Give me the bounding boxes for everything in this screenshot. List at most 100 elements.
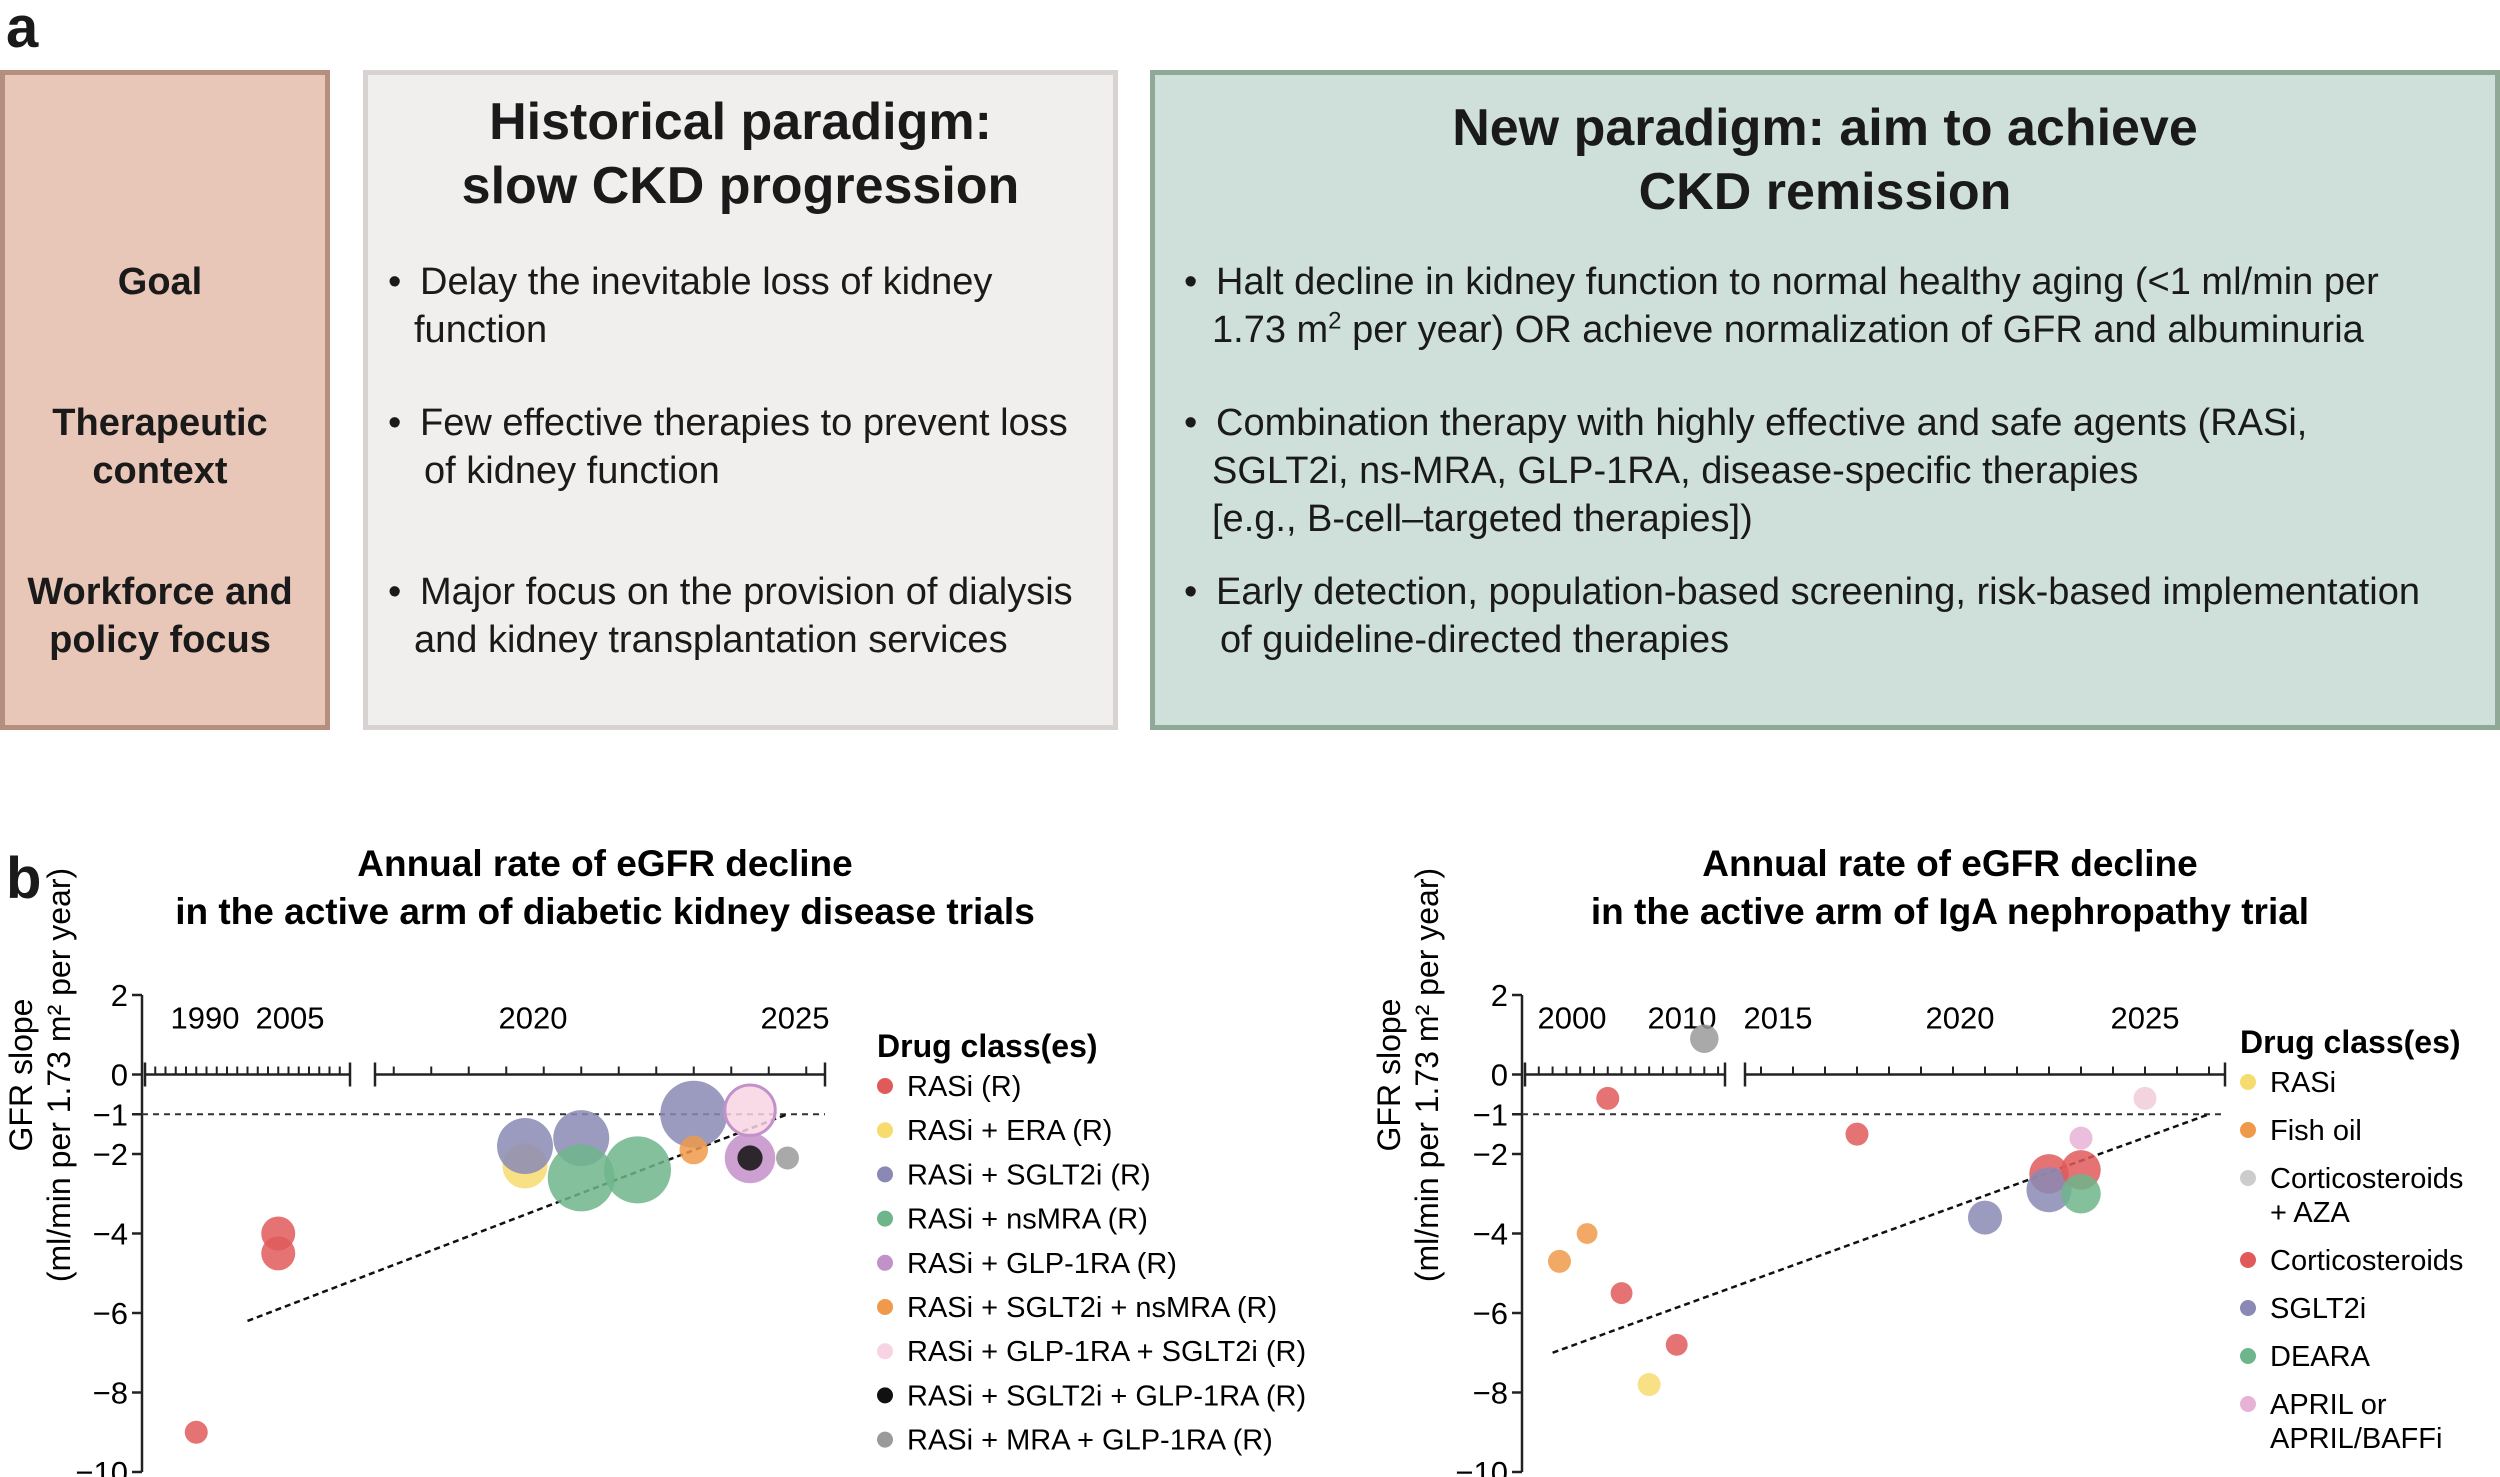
chart1-title-line2: in the active arm of diabetic kidney dis… — [175, 891, 1035, 932]
label-therapeutic-context: Therapeutic context — [0, 399, 320, 495]
data-point — [660, 1080, 728, 1148]
y-tick-label: −8 — [93, 1376, 128, 1411]
chart1-points — [184, 1080, 799, 1444]
x-year-label: 2025 — [761, 1001, 830, 1036]
new-paradigm-title: New paradigm: aim to achieve CKD remissi… — [1155, 96, 2495, 224]
superscript-2: 2 — [1328, 307, 1342, 335]
new-title-line1: New paradigm: aim to achieve — [1452, 99, 2198, 157]
historical-goal-line1: Delay the inevitable loss of kidney — [420, 261, 993, 303]
legend-title: Drug class(es) — [877, 1028, 1098, 1064]
data-point — [497, 1118, 553, 1175]
x-year-label: 2015 — [1744, 1001, 1813, 1036]
new-work-line1: Early detection, population-based screen… — [1216, 571, 2421, 613]
new-goal-line2: 1.73 m2 per year) OR achieve normalizati… — [1188, 306, 2488, 354]
chart2-legend: Drug class(es) RASi Fish oil Corticosteroid… — [2240, 1024, 2463, 1455]
data-point — [1665, 1333, 1688, 1356]
legend-label: SGLT2i — [2270, 1293, 2366, 1325]
data-point — [184, 1420, 208, 1444]
historical-paradigm-box — [363, 70, 1118, 730]
legend-label: RASi + SGLT2i + nsMRA (R) — [907, 1292, 1277, 1324]
legend-label: RASi (R) — [907, 1071, 1021, 1103]
new-goal-line1: Halt decline in kidney function to norma… — [1216, 261, 2379, 303]
bullet-dot: • — [1184, 402, 1198, 444]
historical-goal-line2: function — [414, 309, 548, 351]
x-year-label: 2005 — [256, 1001, 325, 1036]
new-ther-line3: [e.g., B-cell–targeted therapies]) — [1212, 498, 1753, 540]
y-tick-label: 0 — [111, 1058, 128, 1093]
data-point — [1845, 1122, 1869, 1146]
data-point — [1596, 1086, 1620, 1110]
label-workforce-line2: policy focus — [49, 619, 271, 661]
legend-marker — [2240, 1396, 2256, 1412]
row-labels-box — [0, 70, 330, 730]
legend-marker — [877, 1210, 893, 1227]
x-year-label: 2020 — [499, 1001, 568, 1036]
label-therapeutic-line2: context — [92, 450, 228, 492]
legend-label: RASi + MRA + GLP-1RA (R) — [907, 1425, 1273, 1457]
data-point — [1690, 1024, 1719, 1053]
new-work-line2: of guideline-directed therapies — [1220, 619, 1730, 661]
chart1-axes: 2 0 −1 −2 −4 −6 −8 −10 1990 2005 2020 2025 — [75, 978, 829, 1477]
label-workforce-policy: Workforce and policy focus — [0, 568, 320, 664]
chart1-ylabel-line2: (ml/min per 1.73 m² per year) — [41, 868, 77, 1282]
legend-marker — [877, 1299, 893, 1315]
legend-title: Drug class(es) — [2240, 1024, 2461, 1060]
new-goal-line2-b: per year) OR achieve normalization of GF… — [1341, 309, 2364, 351]
bullet-dot: • — [1184, 571, 1198, 613]
legend-label: RASi + GLP-1RA + SGLT2i (R) — [907, 1336, 1306, 1368]
legend-marker — [2240, 1348, 2256, 1364]
historical-title-line2: slow CKD progression — [461, 157, 1020, 215]
historical-ther-line2: of kidney function — [424, 450, 720, 492]
legend-marker — [877, 1343, 893, 1360]
label-workforce-line1: Workforce and — [27, 571, 293, 613]
legend-marker — [2240, 1170, 2256, 1186]
data-point — [776, 1146, 799, 1170]
igan-chart: Annual rate of eGFR decline in the activ… — [1371, 843, 2463, 1477]
legend-marker — [2240, 1122, 2256, 1138]
y-tick-label: 0 — [1491, 1058, 1508, 1093]
chart1-legend: Drug class(es) RASi (R) RASi + ERA (R) RASi… — [877, 1028, 1306, 1457]
data-point — [2133, 1086, 2157, 1110]
y-tick-label: −1 — [1473, 1097, 1508, 1132]
bullet-dot: • — [388, 402, 402, 444]
historical-ther-line1: Few effective therapies to prevent loss — [420, 402, 1068, 444]
x-year-label: 2020 — [1926, 1001, 1995, 1036]
panel-letter-b: b — [6, 846, 42, 911]
new-goal-line2-a: 1.73 m — [1212, 309, 1329, 351]
data-point — [261, 1236, 296, 1271]
trend-line — [1552, 1113, 2210, 1354]
y-tick-label: −6 — [93, 1296, 128, 1331]
legend-label: RASi + SGLT2i (R) — [907, 1159, 1151, 1191]
y-tick-label: −2 — [93, 1137, 128, 1172]
bullet-dot: • — [1184, 261, 1198, 303]
y-tick-label: −10 — [75, 1455, 128, 1477]
legend-label: DEARA — [2270, 1341, 2371, 1373]
historical-work-line2: and kidney transplantation services — [414, 619, 1008, 661]
chart2-ylabel-line1: GFR slope — [1371, 999, 1407, 1152]
legend-marker — [877, 1254, 893, 1271]
new-goal-bullet: • Halt decline in kidney function to nor… — [1184, 258, 2488, 354]
chart2-points — [1547, 1024, 2157, 1397]
y-tick-label: −4 — [93, 1217, 128, 1252]
historical-title-line1: Historical paradigm: — [489, 93, 992, 151]
historical-workforce-bullet: • Major focus on the provision of dialys… — [388, 568, 1112, 664]
legend-marker — [2240, 1074, 2256, 1090]
y-tick-label: −6 — [1473, 1296, 1508, 1331]
legend-marker — [877, 1078, 893, 1094]
y-tick-label: −2 — [1473, 1137, 1508, 1172]
x-year-label: 1990 — [171, 1001, 240, 1036]
data-point — [737, 1145, 763, 1171]
data-point — [1637, 1373, 1661, 1397]
y-tick-label: 2 — [111, 978, 128, 1013]
data-point — [1968, 1200, 2002, 1235]
chart2-title-line1: Annual rate of eGFR decline — [1702, 843, 2197, 884]
label-goal: Goal — [117, 261, 203, 303]
data-point — [604, 1136, 671, 1204]
chart2-title-line2: in the active arm of IgA nephropathy tri… — [1591, 891, 2309, 932]
legend-label: RASi + ERA (R) — [907, 1115, 1112, 1147]
legend-marker — [877, 1387, 893, 1404]
x-year-label: 2000 — [1538, 1001, 1607, 1036]
historical-goal-bullet: • Delay the inevitable loss of kidney fu… — [388, 258, 1112, 354]
label-therapeutic-line1: Therapeutic — [52, 402, 268, 444]
